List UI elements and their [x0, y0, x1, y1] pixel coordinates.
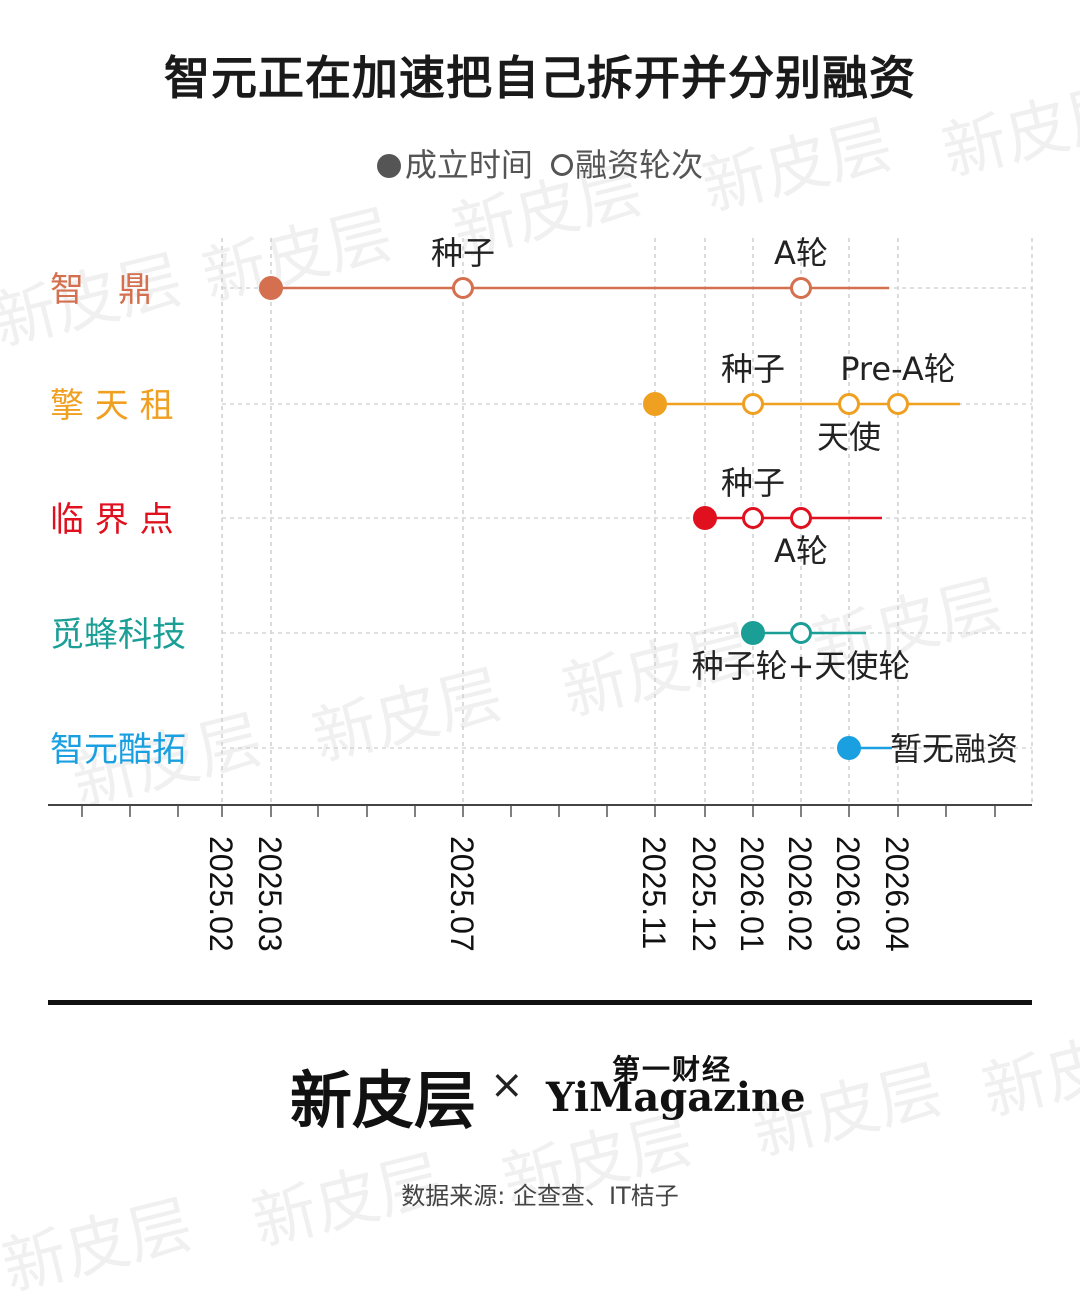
round-marker [887, 393, 909, 415]
round-marker [742, 393, 764, 415]
legend-founded: 成立时间 [404, 146, 533, 184]
x-tick-label: 2025.11 [636, 836, 672, 949]
founded-marker [837, 736, 861, 760]
x-tick-label: 2026.02 [782, 836, 818, 952]
founded-marker [643, 392, 667, 416]
round-label: Pre-A轮 [840, 350, 956, 388]
times-sign: × [490, 1062, 524, 1108]
founded-marker [741, 621, 765, 645]
round-label: 种子 [721, 464, 785, 502]
row-label: 擎 天 租 [50, 386, 174, 426]
x-tick-label: 2026.04 [879, 836, 915, 952]
brand-logo: 新皮层 [290, 1064, 477, 1137]
x-tick-label: 2025.03 [252, 836, 288, 952]
filled-dot-icon [376, 154, 401, 178]
round-label: 种子 [721, 350, 785, 388]
data-source: 数据来源: 企查查、IT桔子 [401, 1182, 679, 1210]
round-marker [742, 507, 764, 529]
row-label: 临 界 点 [50, 500, 174, 540]
x-tick-label: 2025.07 [444, 836, 480, 952]
founded-marker [693, 506, 717, 530]
founded-marker [259, 276, 283, 300]
no-funding-note: 暂无融资 [890, 730, 1018, 768]
x-tick-label: 2026.03 [830, 836, 866, 952]
round-label: 种子 [431, 234, 495, 272]
round-marker [790, 277, 812, 299]
round-marker [452, 277, 474, 299]
round-label: A轮 [774, 532, 828, 570]
partner-logo-cn: 第一财经 [612, 1053, 733, 1086]
round-label: 种子轮+天使轮 [692, 647, 911, 685]
row-label: 智 鼎 [50, 270, 152, 310]
row-label: 智元酷拓 [50, 730, 186, 770]
timeline-chart: 2025.02 2025.03 2025.07 2025.11 2025.12 2026.… [48, 234, 1033, 952]
open-dot-icon [551, 154, 574, 176]
round-marker [790, 507, 812, 529]
round-marker [838, 393, 860, 415]
footer-rule [48, 1000, 1032, 1005]
round-marker [790, 622, 812, 644]
legend: 成立时间 融资轮次 [0, 140, 1080, 186]
round-label: A轮 [774, 234, 828, 272]
row-label: 觅蜂科技 [50, 615, 186, 655]
chart-title: 智元正在加速把自己拆开并分别融资 [164, 51, 916, 105]
partner-logo-en: YiMagazine [546, 1074, 806, 1121]
x-tick-label: 2026.01 [734, 836, 770, 952]
x-tick-label: 2025.02 [203, 836, 239, 952]
x-tick-label: 2025.12 [686, 836, 722, 952]
round-label: 天使 [817, 418, 881, 456]
legend-round: 融资轮次 [575, 146, 704, 184]
